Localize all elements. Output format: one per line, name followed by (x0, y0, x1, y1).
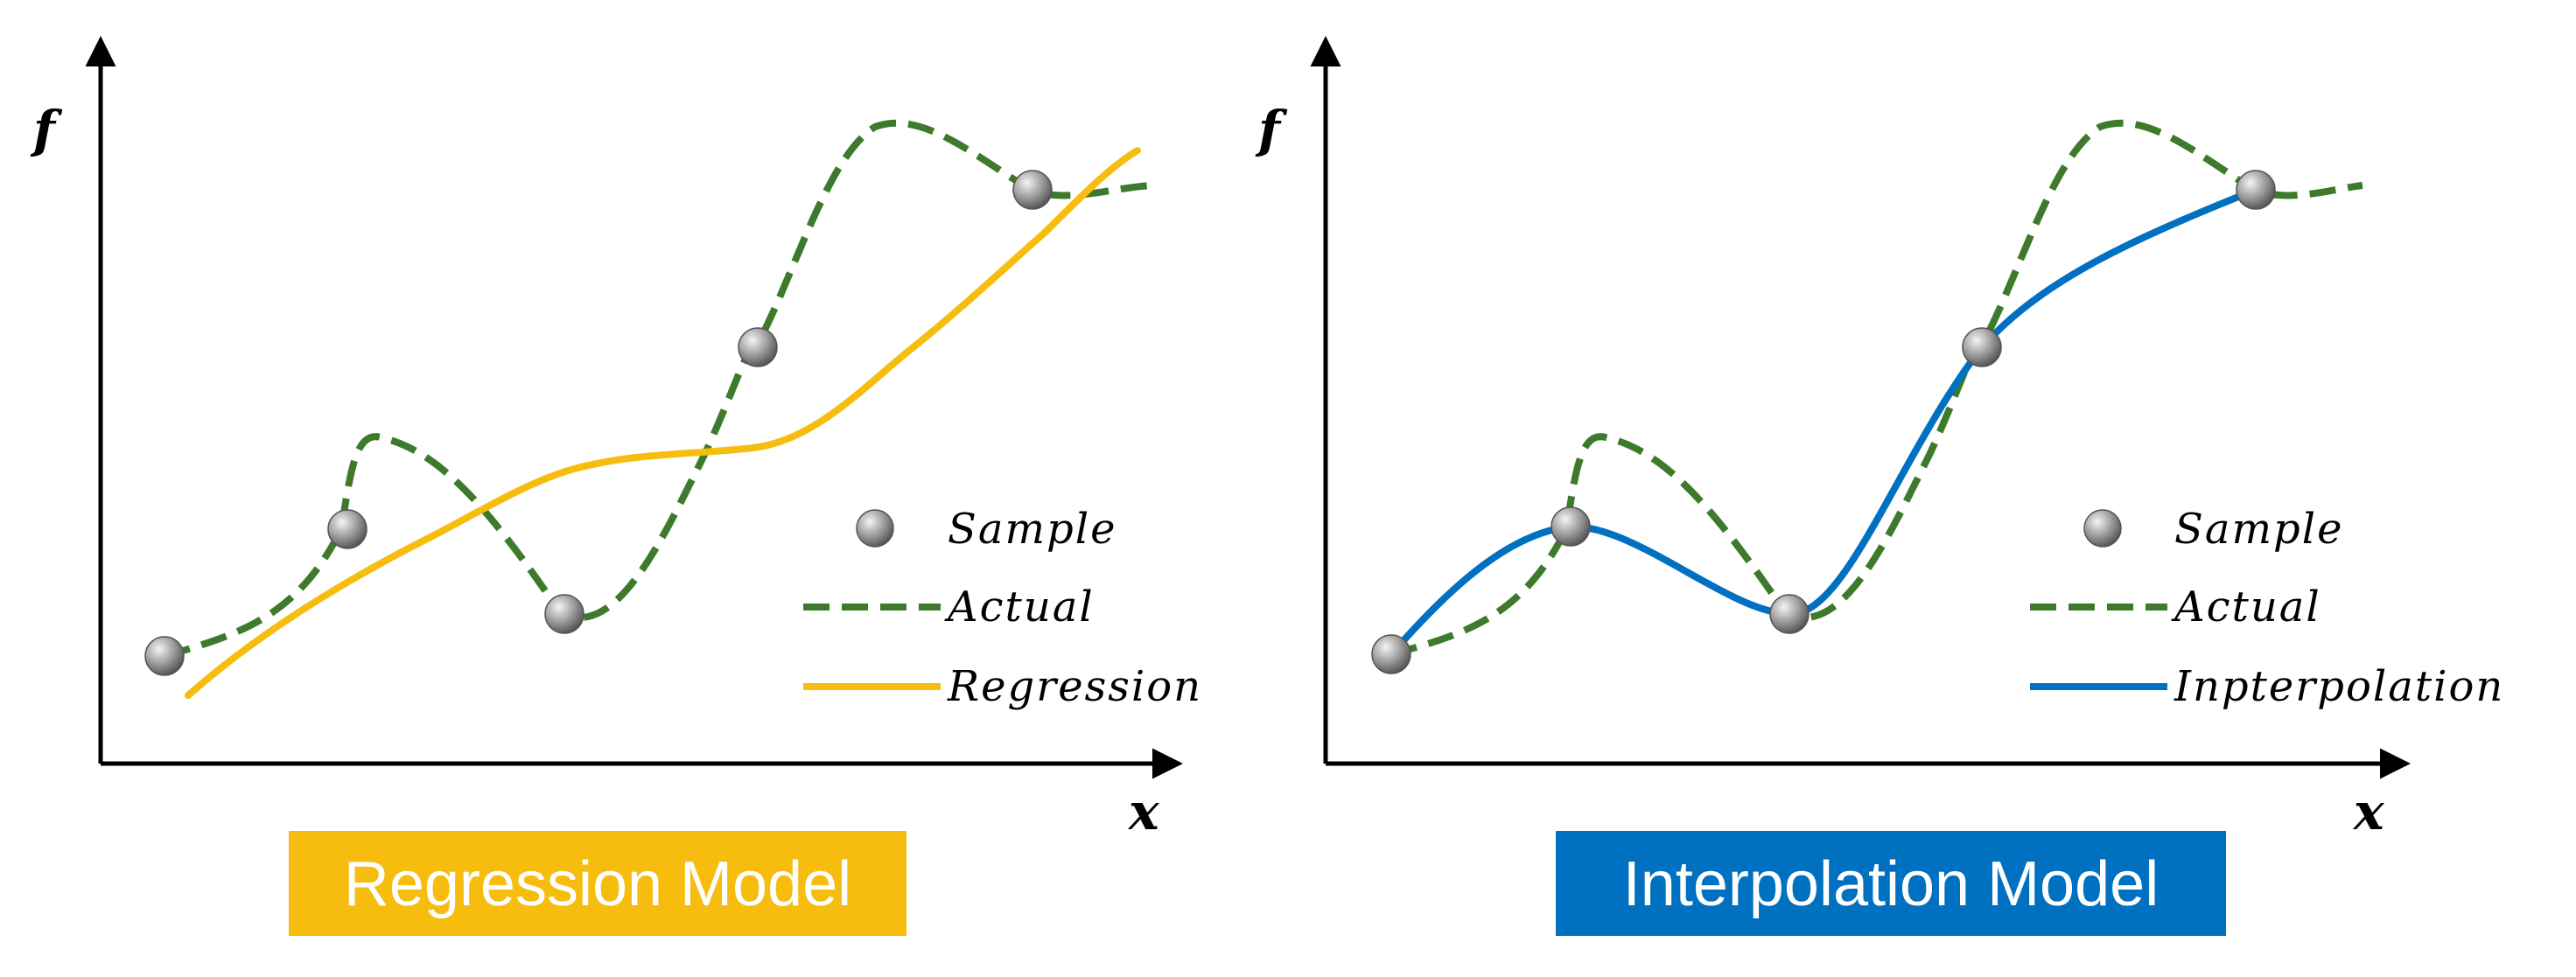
legend-regression-label: Regression (947, 662, 1202, 711)
legend-actual-label: Actual (2171, 583, 2321, 632)
actual-curve (163, 119, 1152, 659)
legend: Sample Actual Regression (803, 505, 1202, 711)
regression-caption: Regression Model (289, 831, 906, 936)
caption-box (1556, 831, 2226, 936)
interpolation-panel: f x Sample Actual Inpterpolation Interpo… (1255, 36, 2504, 936)
sample-point (738, 327, 778, 367)
x-axis-label: x (2352, 782, 2385, 841)
caption-text: Regression Model (344, 849, 851, 919)
sample-point (1012, 170, 1053, 210)
caption-box (289, 831, 906, 936)
sample-point (1550, 506, 1591, 547)
sample-point (544, 594, 584, 634)
sample-point (1962, 327, 2002, 367)
interpolation-curve (1388, 186, 2259, 658)
legend-sample-label: Sample (2174, 505, 2344, 554)
x-axis-label: x (1127, 782, 1160, 841)
legend: Sample Actual Inpterpolation (2030, 505, 2504, 711)
legend-interpolation-label: Inpterpolation (2174, 662, 2504, 711)
interpolation-caption: Interpolation Model (1556, 831, 2226, 936)
legend-sample-marker (856, 509, 894, 548)
sample-point (2236, 170, 2276, 210)
sample-point (1371, 634, 1411, 674)
regression-curve (185, 147, 1141, 699)
legend-sample-label: Sample (948, 505, 1117, 554)
sample-point (1769, 594, 1810, 634)
legend-actual-label: Actual (944, 583, 1095, 632)
regression-panel: f x Sample Actual Regression Regression … (30, 36, 1202, 936)
sample-point (327, 509, 368, 549)
actual-curve (1390, 119, 2363, 658)
y-axis-label: f (1255, 100, 1288, 159)
legend-sample-marker (2083, 509, 2122, 548)
sample-point (144, 636, 185, 676)
y-axis-label: f (30, 100, 63, 159)
caption-text: Interpolation Model (1623, 849, 2159, 919)
